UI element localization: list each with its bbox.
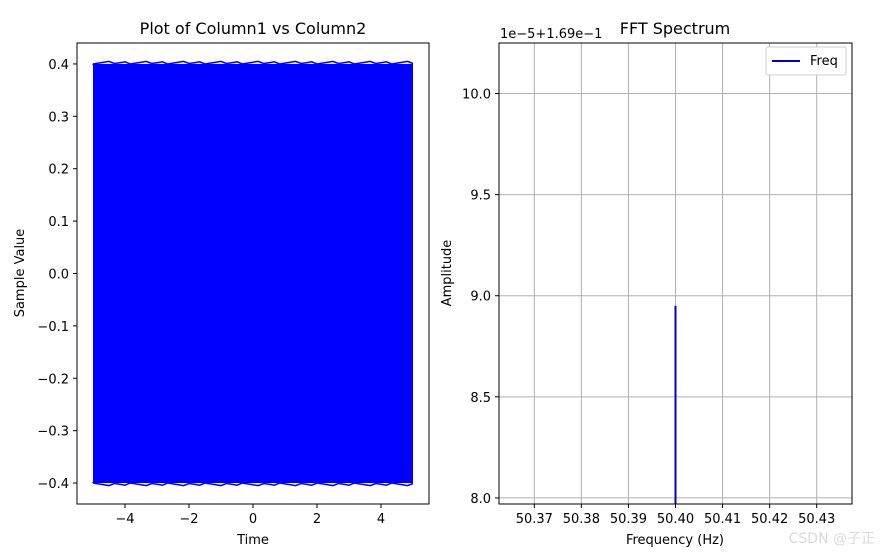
chart-title: Plot of Column1 vs Column2 xyxy=(140,19,367,38)
y-tick-label: 0.4 xyxy=(48,58,69,73)
x-tick-label: 50.39 xyxy=(610,512,647,527)
y-tick-label: 8.0 xyxy=(470,492,491,507)
y-tick-label: 0.2 xyxy=(48,163,69,178)
y-tick-label: −0.3 xyxy=(37,425,69,440)
signal-band xyxy=(92,60,414,487)
time-series-chart: Plot of Column1 vs Column2 −4 −2 0 2 4 0.40.… xyxy=(13,19,430,548)
x-axis-label: Time xyxy=(236,533,269,548)
y-axis-ticks: 10.0 9.5 9.0 8.5 8.0 xyxy=(462,88,499,507)
y-tick-label: 0.0 xyxy=(48,268,69,283)
fft-chart: FFT Spectrum 1e−5+1.69e−1 50.37 50.38 50.3… xyxy=(440,19,853,548)
x-axis-ticks: −4 −2 0 2 4 xyxy=(115,504,385,527)
legend-entry-freq: Freq xyxy=(810,54,838,69)
y-axis-ticks: 0.4 0.3 0.2 0.1 0.0 −0.1 −0.2 −0.3 −0.4 xyxy=(37,58,77,492)
x-tick-label: −4 xyxy=(115,512,134,527)
y-tick-label: 8.5 xyxy=(470,391,491,406)
x-tick-label: 50.43 xyxy=(798,512,835,527)
x-tick-label: 50.37 xyxy=(516,512,553,527)
signal-envelope-bottom xyxy=(92,482,414,487)
y-axis-label: Sample Value xyxy=(13,229,28,318)
x-axis-ticks: 50.37 50.38 50.39 50.40 50.41 50.42 50.43 xyxy=(516,504,835,527)
legend-box xyxy=(765,46,847,76)
legend: Freq xyxy=(765,46,847,76)
x-axis-label: Frequency (Hz) xyxy=(626,533,724,548)
x-tick-label: 50.40 xyxy=(657,512,694,527)
grid-lines xyxy=(499,43,852,504)
x-tick-label: 50.38 xyxy=(563,512,600,527)
y-tick-label: −0.4 xyxy=(37,477,69,492)
y-tick-label: 0.1 xyxy=(48,215,69,230)
watermark: CSDN @子正 xyxy=(789,531,875,547)
x-tick-label: 2 xyxy=(313,512,321,527)
chart-title: FFT Spectrum xyxy=(620,19,731,38)
x-tick-label: 4 xyxy=(377,512,385,527)
y-axis-offset-text: 1e−5+1.69e−1 xyxy=(500,27,602,42)
x-tick-label: 0 xyxy=(249,512,257,527)
x-tick-label: 50.42 xyxy=(751,512,788,527)
y-tick-label: −0.1 xyxy=(37,320,69,335)
y-tick-label: 9.0 xyxy=(470,290,491,305)
y-axis-label: Amplitude xyxy=(440,240,455,307)
signal-fill xyxy=(93,63,413,484)
y-tick-label: 0.3 xyxy=(48,110,69,125)
y-tick-label: 9.5 xyxy=(470,189,491,204)
signal-envelope-top xyxy=(92,60,414,65)
x-tick-label: 50.41 xyxy=(704,512,741,527)
y-tick-label: 10.0 xyxy=(462,88,491,103)
x-tick-label: −2 xyxy=(179,512,198,527)
y-tick-label: −0.2 xyxy=(37,372,69,387)
